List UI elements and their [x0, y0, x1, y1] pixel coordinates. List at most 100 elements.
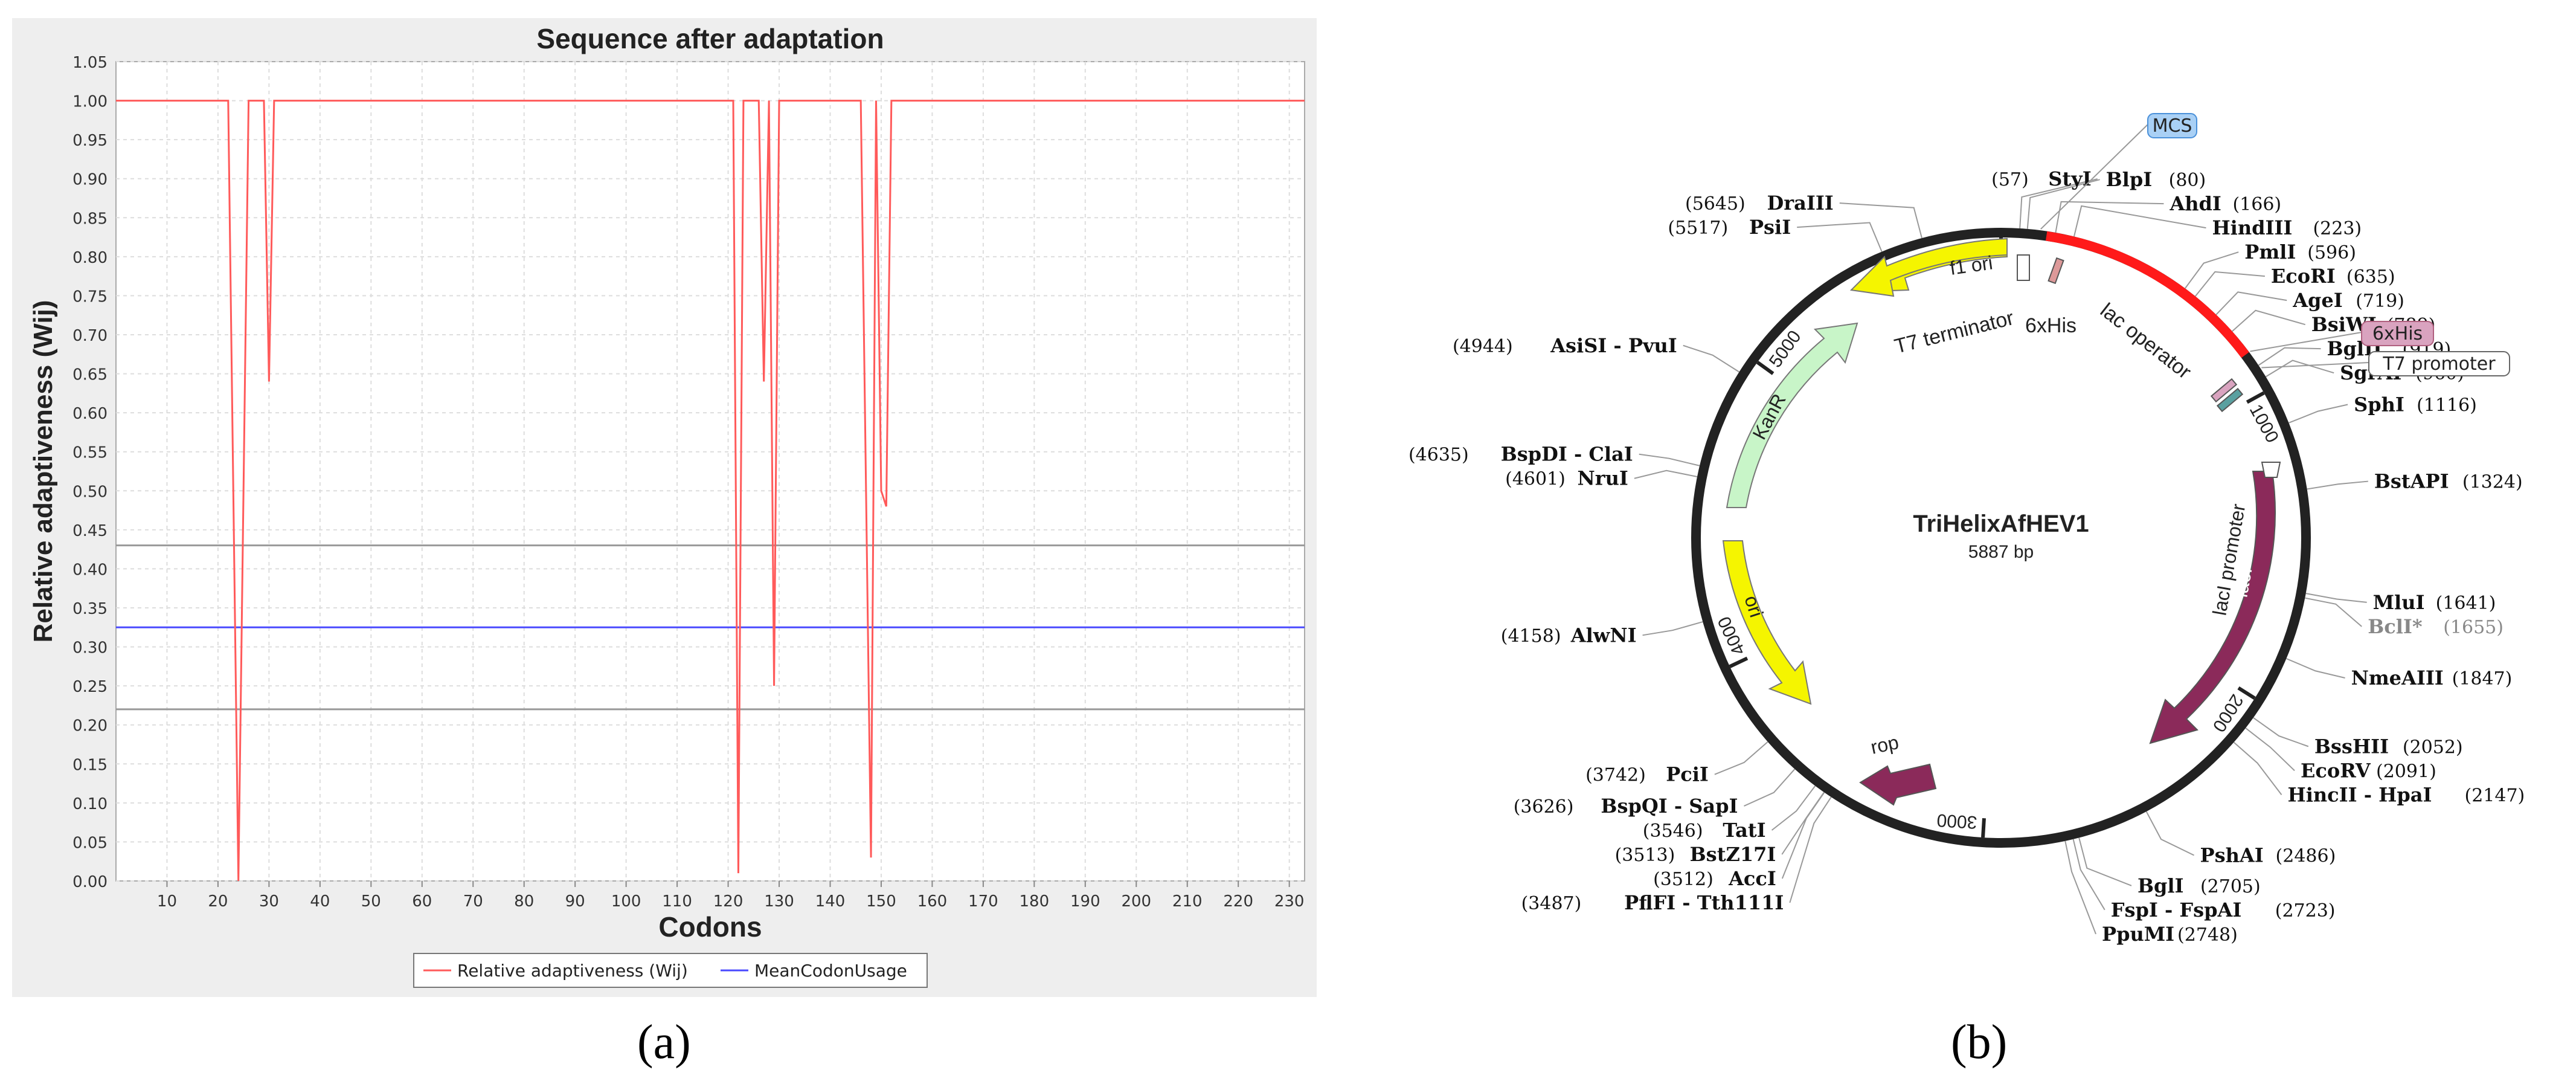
y-tick-label: 0.35 [72, 600, 108, 618]
restriction-site: PciI (3742) [1585, 763, 1709, 786]
site-name: PciI [1666, 763, 1709, 786]
site-name: TatI [1723, 819, 1765, 842]
legend-entry: MeanCodonUsage [754, 961, 907, 981]
site-position: (596) [2307, 242, 2356, 263]
restriction-site: NruI (4601) [1505, 467, 1628, 490]
x-axis-label: Codons [658, 911, 762, 943]
restriction-site: PflFI - Tth111I (3487) [1521, 891, 1784, 914]
site-leader [1789, 796, 1832, 903]
y-tick-label: 0.65 [72, 366, 108, 384]
site-position: (5645) [1685, 193, 1746, 214]
site-position: (2705) [2200, 876, 2261, 897]
restriction-site: AgeI (719) [2292, 289, 2404, 312]
rop-arrow: rop [1859, 731, 1937, 806]
restriction-site: PpuMI (2748) [2102, 923, 2238, 946]
restriction-site: NmeAIII (1847) [2351, 666, 2513, 689]
site-leader [2307, 480, 2368, 490]
site-leader [1797, 222, 1883, 252]
site-position: (2052) [2403, 737, 2463, 758]
x-tick-label: 110 [662, 892, 692, 911]
y-tick-label: 0.70 [72, 327, 108, 345]
x-tick-label: 80 [514, 892, 534, 911]
highlight-arc [2045, 231, 2249, 358]
restriction-site: StyI (57) [1991, 167, 2092, 190]
feature-arrows: f1 ori KanR ori lacI rop [1722, 237, 2281, 806]
restriction-site: BglI (2705) [2138, 874, 2261, 897]
y-tick-label: 0.10 [72, 795, 108, 813]
y-tick-label: 0.05 [72, 834, 108, 852]
restriction-site: SphI (1116) [2354, 393, 2477, 416]
tag-leader [2261, 362, 2369, 369]
chart-title: Sequence after adaptation [536, 23, 884, 54]
legend-box [413, 953, 928, 988]
site-leader [2289, 404, 2348, 424]
tag-box [2361, 321, 2434, 346]
inner-labels: T7 terminator 6xHis lac operator lacI pr… [1892, 298, 2250, 617]
x-tick-labels: 10 20 30 40 50 60 70 80 90 100 110 120 130 140 150 160 1… [157, 892, 1305, 911]
6xhis-mark [2048, 257, 2064, 285]
y-tick-label: 0.85 [72, 210, 108, 228]
restriction-site: PsiI (5517) [1668, 216, 1791, 239]
site-position: (5517) [1668, 218, 1728, 239]
y-axis-label: Relative adaptiveness (Wij) [28, 300, 58, 643]
site-position: (2723) [2275, 900, 2336, 921]
site-name: BglI [2138, 874, 2184, 897]
feature-tag: 6xHis [2250, 321, 2434, 352]
site-leader [2215, 291, 2287, 315]
site-leader [2026, 179, 2100, 229]
site-position: (2091) [2376, 761, 2436, 782]
x-tick-label: 190 [1070, 892, 1100, 911]
site-name: BssHII [2314, 735, 2389, 758]
site-leader [2286, 658, 2345, 679]
restriction-site: EcoRV (2091) [2301, 759, 2436, 782]
site-name: AhdI [2169, 192, 2221, 215]
6xhis-label: 6xHis [2025, 314, 2077, 337]
caption-b: (b) [1951, 1016, 2008, 1069]
site-leader [2233, 741, 2282, 795]
y-tick-label: 0.45 [72, 522, 108, 540]
restriction-site: PmlI (596) [2244, 240, 2356, 263]
site-name: BstAPI [2374, 470, 2449, 493]
scale-tick [2237, 686, 2256, 700]
kanr-label: KanR [1748, 390, 1790, 444]
tag-label: 6xHis [2372, 323, 2423, 344]
x-tick-label: 210 [1172, 892, 1203, 911]
site-position: (2486) [2276, 845, 2336, 866]
x-tick-label: 230 [1274, 892, 1305, 911]
site-position: (2748) [2177, 924, 2238, 946]
y-tick-label: 0.30 [72, 639, 108, 657]
site-name: AccI [1728, 867, 1776, 890]
restriction-site: HincII - HpaI (2147) [2288, 783, 2525, 806]
y-tick-label: 0.20 [72, 717, 108, 735]
legend: Relative adaptiveness (Wij) MeanCodonUsag… [413, 953, 928, 988]
reference-lines [116, 544, 1305, 711]
site-leader [1781, 792, 1825, 879]
site-name: MluI [2373, 591, 2425, 614]
restriction-site: AccI (3512) [1653, 867, 1776, 890]
site-name: PsiI [1749, 216, 1791, 239]
y-tick-label: 0.55 [72, 444, 108, 462]
x-tick-label: 170 [968, 892, 998, 911]
site-position: (2147) [2465, 785, 2525, 806]
x-tick-label: 130 [764, 892, 794, 911]
site-name: BspDI - ClaI [1501, 443, 1633, 466]
feature-tags: MCS 6xHis T7 promoter [2040, 113, 2510, 376]
site-leader [1714, 741, 1768, 775]
rop-label: rop [1869, 731, 1901, 758]
restriction-site: PshAI (2486) [2200, 843, 2336, 866]
site-position: (4944) [1453, 336, 1513, 357]
plasmid-size: 5887 bp [1968, 542, 2034, 562]
restriction-site: AsiSI - PvuI (4944) [1453, 334, 1677, 357]
site-leader [1642, 621, 1703, 636]
lac-operator-label: lac operator [2096, 298, 2195, 383]
site-position: (166) [2232, 194, 2281, 215]
site-name: NruI [1578, 467, 1628, 490]
site-name: HincII - HpaI [2288, 783, 2432, 806]
t7-promoter-mark [2216, 387, 2244, 413]
backbone-circle [1691, 228, 2311, 848]
site-leader [2072, 839, 2105, 911]
x-tick-label: 180 [1020, 892, 1050, 911]
site-leader [1634, 469, 1698, 479]
tag-leader [2040, 124, 2148, 230]
